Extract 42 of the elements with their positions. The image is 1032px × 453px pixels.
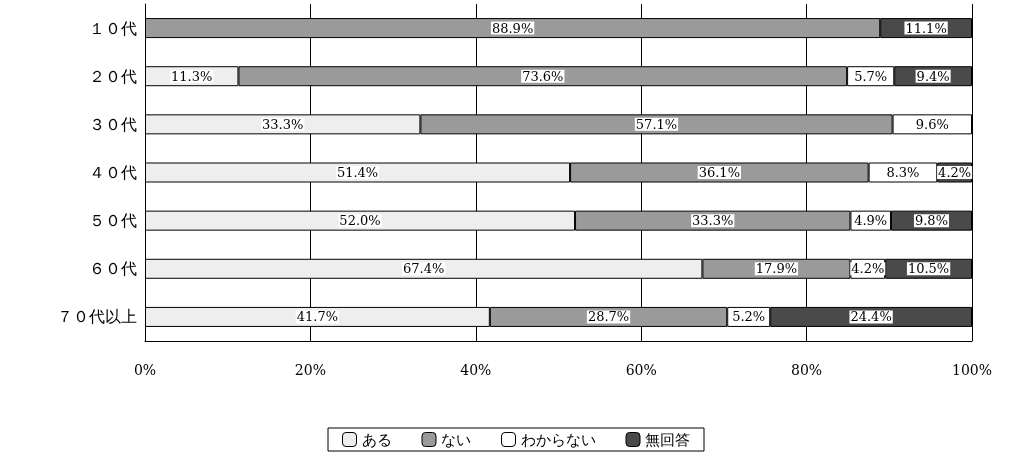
data-label: 51.4% (336, 165, 379, 180)
legend-label: わからない (520, 431, 596, 448)
y-tick-label: ６０代 (89, 259, 137, 279)
data-label: 9.8% (914, 213, 948, 229)
data-label: 57.1% (635, 116, 678, 132)
data-label: 88.9% (491, 20, 534, 36)
data-label: 17.9% (755, 261, 798, 277)
data-label: 33.3% (262, 116, 304, 132)
x-tick-label: 60% (625, 362, 657, 378)
data-label: 4.2% (851, 261, 885, 277)
legend-label: ない (441, 431, 471, 448)
data-label: 10.5% (907, 261, 950, 277)
y-tick-label: ４０代 (89, 163, 137, 182)
data-label: 67.4% (403, 261, 445, 277)
data-label: 52.0% (339, 213, 381, 229)
data-label: 33.3% (692, 213, 734, 229)
legend-label: ある (361, 431, 392, 448)
data-label: 8.3% (886, 165, 920, 180)
legend-label: 無回答 (645, 431, 690, 448)
data-label: 36.1% (698, 165, 741, 180)
y-tick-label: ３０代 (89, 114, 137, 134)
data-label: 4.9% (854, 213, 888, 229)
data-label: 11.1% (905, 20, 947, 36)
data-label: 41.7% (296, 309, 339, 325)
data-label: 11.3% (171, 68, 213, 84)
x-tick-label: 0% (133, 362, 157, 378)
x-tick-label: 20% (294, 362, 326, 378)
data-label: 5.7% (854, 68, 888, 84)
y-tick-label: １０代 (89, 18, 137, 38)
data-label: 24.4% (850, 309, 892, 325)
y-tick-label: ７０代以上 (57, 307, 137, 327)
data-label: 9.6% (915, 116, 949, 132)
x-tick-label: 100% (951, 362, 993, 378)
data-label: 9.4% (916, 68, 950, 84)
x-tick-label: 80% (791, 362, 823, 378)
y-tick-label: ２０代 (89, 66, 137, 86)
data-label: 5.2% (732, 309, 766, 325)
data-label: 28.7% (587, 309, 630, 325)
y-tick-label: ５０代 (89, 211, 137, 231)
data-label: 73.6% (522, 68, 564, 84)
data-label: 4.2% (938, 165, 972, 180)
x-tick-label: 40% (460, 362, 492, 378)
